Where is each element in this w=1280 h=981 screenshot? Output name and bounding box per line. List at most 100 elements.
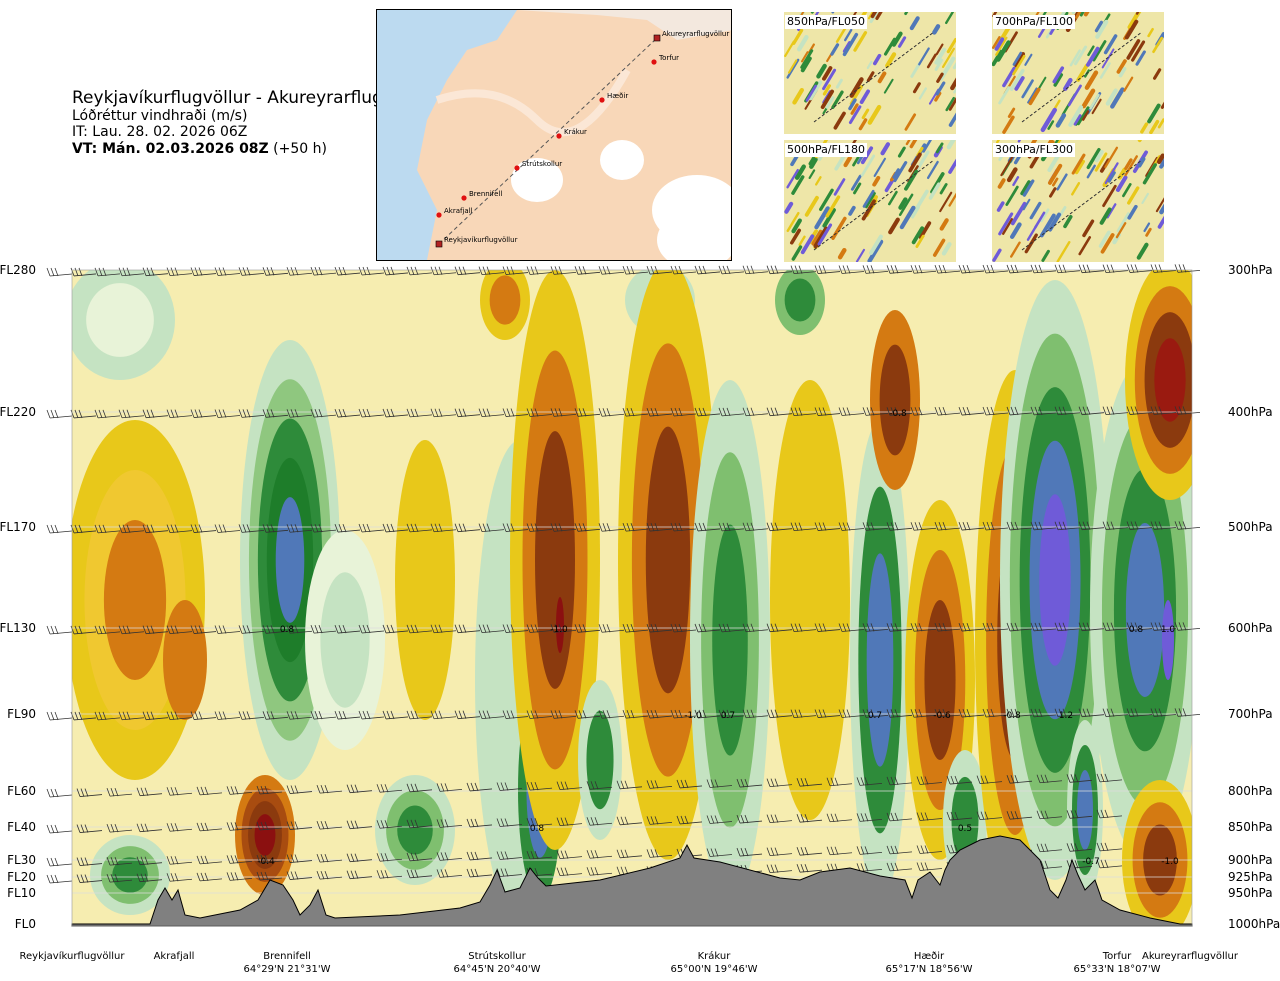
wind-barb	[376, 853, 403, 862]
flight-level-label: FL280	[0, 263, 36, 277]
wind-barb	[706, 779, 733, 788]
wind-barb	[916, 776, 943, 785]
wind-barb	[190, 711, 217, 720]
wind-barb	[1102, 406, 1129, 416]
location-label: Krákur 65°00'N 19°46'W	[654, 950, 774, 976]
wind-barb	[46, 267, 73, 277]
location-label: Strútskollur 64°45'N 20°40'W	[437, 950, 557, 976]
velocity-contour	[879, 344, 911, 456]
wind-barb	[766, 814, 793, 824]
wind-barb	[814, 709, 841, 718]
value-label: 0.8	[530, 824, 545, 834]
velocity-contour	[395, 440, 455, 720]
wind-barb	[742, 709, 769, 719]
wind-barb	[286, 267, 313, 276]
wind-barb	[556, 867, 583, 877]
wind-barb	[796, 814, 823, 823]
pressure-label: 600hPa	[1228, 621, 1273, 635]
route-point	[461, 195, 467, 201]
wind-barb	[46, 788, 73, 798]
wind-barb	[886, 812, 913, 822]
wind-barbs	[46, 264, 1201, 884]
wind-barb	[106, 856, 133, 866]
wind-barb	[214, 625, 241, 634]
route-point-label: Torfur	[658, 54, 679, 62]
wind-barb	[670, 407, 697, 417]
wind-barb	[166, 823, 193, 832]
wind-barb	[910, 407, 937, 416]
wind-barb	[718, 709, 745, 719]
wind-barb	[574, 266, 601, 275]
wind-barb	[1054, 622, 1081, 632]
wind-barb	[856, 863, 883, 872]
wind-barb	[376, 870, 403, 879]
wind-barb	[466, 868, 493, 878]
wind-barb	[316, 870, 343, 880]
wind-barb	[1150, 708, 1177, 717]
wind-barb	[766, 265, 793, 275]
wind-barb	[694, 709, 721, 719]
wind-barb	[238, 711, 265, 720]
wind-barb	[430, 523, 457, 533]
wind-barb	[190, 524, 217, 533]
wind-barb	[406, 819, 433, 829]
wind-barb	[196, 872, 223, 882]
wind-barb	[766, 407, 793, 417]
velocity-contour	[645, 426, 691, 694]
wind-barb	[256, 854, 283, 864]
flight-level-label: FL30	[7, 853, 36, 867]
title-block: Reykjavíkurflugvöllur - Akureyrarflugvöl…	[72, 88, 431, 158]
wind-barb	[502, 523, 529, 532]
wind-barb	[1102, 264, 1129, 274]
wind-barb	[670, 709, 697, 719]
wind-barb	[550, 523, 577, 532]
location-label: Akureyrarflugvöllur	[1130, 950, 1250, 963]
wind-barb	[166, 524, 193, 534]
value-label: 1.2	[1059, 711, 1073, 721]
wind-barb	[262, 267, 289, 276]
wind-barb	[1030, 264, 1057, 274]
route-point	[514, 165, 520, 171]
wind-barb	[190, 625, 217, 634]
wind-barb	[106, 787, 133, 797]
wind-barb	[706, 848, 733, 857]
wind-barb	[838, 522, 865, 531]
mini-map-700-svg	[992, 12, 1164, 134]
wind-barb	[646, 816, 673, 825]
wind-barb	[70, 267, 97, 277]
wind-barb	[616, 816, 643, 826]
wind-barb	[646, 849, 673, 858]
wind-barb	[46, 524, 73, 534]
wind-barb	[736, 847, 763, 857]
pressure-label: 300hPa	[1228, 263, 1273, 277]
wind-barb	[1066, 810, 1093, 819]
wind-barb	[436, 852, 463, 861]
wind-barb	[856, 813, 883, 822]
wind-barb	[910, 265, 937, 274]
wind-barb	[934, 623, 961, 632]
valid-time-offset: (+50 h)	[268, 141, 327, 157]
mini-map-label: 850hPa/FL050	[785, 15, 868, 29]
location-coord: 65°00'N 19°46'W	[670, 964, 758, 975]
wind-barb	[346, 820, 373, 830]
wind-barb	[316, 853, 343, 863]
velocity-contour	[1039, 494, 1071, 666]
wind-barb	[70, 409, 97, 419]
wind-barb	[1030, 622, 1057, 632]
wind-barb	[886, 862, 913, 872]
wind-barb	[466, 782, 493, 792]
mini-map-500-svg	[784, 140, 956, 262]
wind-barb	[70, 524, 97, 534]
wind-barb	[1078, 264, 1105, 274]
wind-barb	[238, 625, 265, 634]
wind-barb	[76, 874, 103, 883]
mini-map-500: 500hPa/FL180	[784, 140, 956, 262]
wind-barb	[478, 710, 505, 720]
wind-barb	[550, 710, 577, 719]
wind-barb	[256, 821, 283, 831]
cross-section-chart: FL280 300hPa FL220 400hPa FL170 500hPa FL130 60…	[0, 263, 1280, 931]
mini-map-label: 500hPa/FL180	[785, 143, 868, 157]
wind-barb	[106, 823, 133, 833]
wind-barb	[346, 853, 373, 863]
velocity-contour	[254, 814, 276, 856]
